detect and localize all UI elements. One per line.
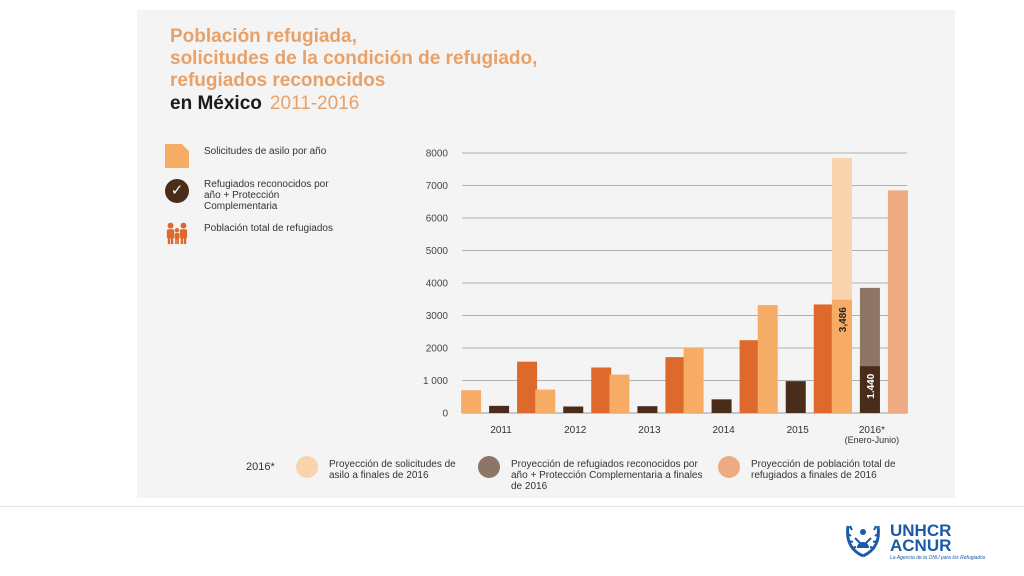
projection-label: Proyección de población total de refugia… bbox=[751, 459, 896, 481]
projection-tag: 2016* bbox=[246, 461, 275, 473]
bar bbox=[665, 357, 686, 413]
logo-wordmark: UNHCR ACNUR bbox=[890, 521, 952, 555]
legend-item-solicitudes: Solicitudes de asilo por año bbox=[165, 144, 339, 168]
logo-tagline: La Agencia de la ONU para los Refugiados bbox=[890, 555, 986, 561]
y-tick-label: 7000 bbox=[426, 181, 449, 192]
y-tick-label: 1 000 bbox=[423, 376, 448, 387]
y-tick-label: 0 bbox=[442, 409, 448, 420]
legend-label: Solicitudes de asilo por año bbox=[204, 146, 327, 157]
bar bbox=[535, 389, 556, 413]
bar bbox=[859, 366, 880, 413]
projection-label: Proyección de refugiados reconocidos por… bbox=[511, 459, 703, 492]
y-tick-label: 5000 bbox=[426, 246, 449, 257]
title-line: refugiados reconocidos bbox=[170, 70, 386, 91]
subtitle-years: 2011-2016 bbox=[269, 93, 360, 114]
bar bbox=[831, 299, 852, 413]
bar bbox=[739, 340, 760, 413]
y-tick-label: 4000 bbox=[426, 279, 449, 290]
x-tick-label: 2013 bbox=[638, 425, 661, 436]
bar bbox=[517, 361, 538, 413]
divider bbox=[0, 506, 1024, 507]
bar bbox=[683, 348, 704, 413]
check-icon: ✓ bbox=[165, 179, 189, 203]
infographic-panel bbox=[137, 10, 955, 498]
logo-line1: UNHCR bbox=[890, 521, 952, 540]
bar bbox=[813, 304, 834, 413]
bar bbox=[711, 399, 732, 413]
legend-label: Refugiados reconocidos por año + Protecc… bbox=[204, 179, 329, 212]
projection-swatch-solicitudes bbox=[296, 456, 318, 478]
x-tick-label: 2016* bbox=[859, 425, 885, 436]
x-tick-label: 2012 bbox=[564, 425, 587, 436]
projection-label: Proyección de solicitudes de asilo a fin… bbox=[329, 459, 456, 481]
x-tick-sublabel: (Enero-Junio) bbox=[845, 435, 900, 445]
legend-item-refugiados: ✓ Refugiados reconocidos por año + Prote… bbox=[165, 179, 339, 212]
bar bbox=[609, 374, 630, 413]
data-label: 3,486 bbox=[838, 307, 849, 332]
bar bbox=[757, 305, 778, 413]
title-line: Población refugiada, bbox=[170, 26, 357, 47]
x-tick-label: 2011 bbox=[490, 425, 512, 436]
y-tick-label: 6000 bbox=[426, 214, 449, 225]
data-label: 1.440 bbox=[866, 373, 877, 398]
document-icon bbox=[165, 144, 189, 168]
chart-title: Población refugiada, solicitudes de la c… bbox=[170, 26, 537, 92]
projection-swatch-refugiados bbox=[478, 456, 500, 478]
subtitle-place: en México bbox=[170, 93, 262, 114]
logo-line2: ACNUR bbox=[890, 536, 952, 555]
bar bbox=[591, 367, 612, 413]
projection-swatch-poblacion bbox=[718, 456, 740, 478]
y-tick-label: 2000 bbox=[426, 344, 449, 355]
chart-subtitle: en México 2011-2016 bbox=[170, 93, 359, 115]
unhcr-emblem-icon bbox=[846, 525, 880, 558]
bar bbox=[637, 406, 658, 413]
bar bbox=[785, 381, 806, 413]
y-tick-label: 8000 bbox=[426, 149, 449, 160]
legend-label: Población total de refugiados bbox=[204, 223, 333, 234]
projection-bar bbox=[887, 190, 908, 413]
family-icon bbox=[166, 222, 188, 245]
bar bbox=[461, 390, 482, 413]
x-tick-label: 2015 bbox=[787, 425, 810, 436]
x-tick-label: 2014 bbox=[712, 425, 735, 436]
y-tick-label: 3000 bbox=[426, 311, 449, 322]
legend-item-poblacion: Población total de refugiados bbox=[165, 221, 339, 245]
bar bbox=[489, 405, 510, 413]
title-line: solicitudes de la condición de refugiado… bbox=[170, 48, 538, 69]
bar bbox=[563, 406, 584, 413]
